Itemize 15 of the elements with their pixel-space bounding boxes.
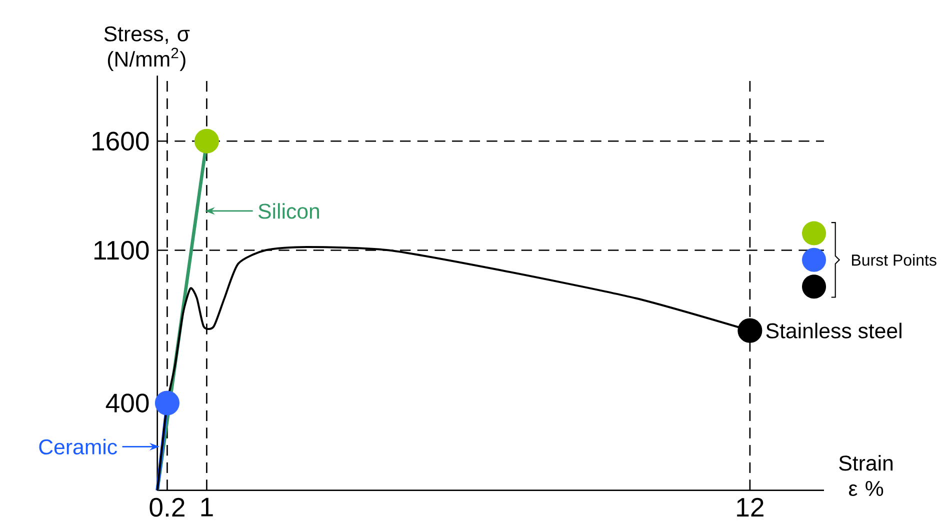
- y-tick-label: 1100: [94, 240, 149, 260]
- x-axis-title: Strain ε %: [839, 455, 893, 496]
- legend-label: Stainless steel: [766, 322, 902, 338]
- x-tick-label: 1: [201, 498, 213, 516]
- y-tick-label: 1600: [92, 132, 149, 151]
- point: [154, 390, 180, 416]
- text: Ceramic: [39, 438, 117, 455]
- point: [738, 318, 762, 343]
- point: [194, 128, 219, 154]
- legend-label: Silicon: [258, 203, 319, 219]
- legend-label: Burst Points: [852, 254, 936, 266]
- y-axis-title: Stress, σ (N/mm$^{2}$): [104, 26, 190, 71]
- x-tick-label: 0.2: [150, 498, 184, 517]
- x-tick-label: 12: [737, 498, 764, 517]
- y-tick-label: 400: [106, 394, 149, 412]
